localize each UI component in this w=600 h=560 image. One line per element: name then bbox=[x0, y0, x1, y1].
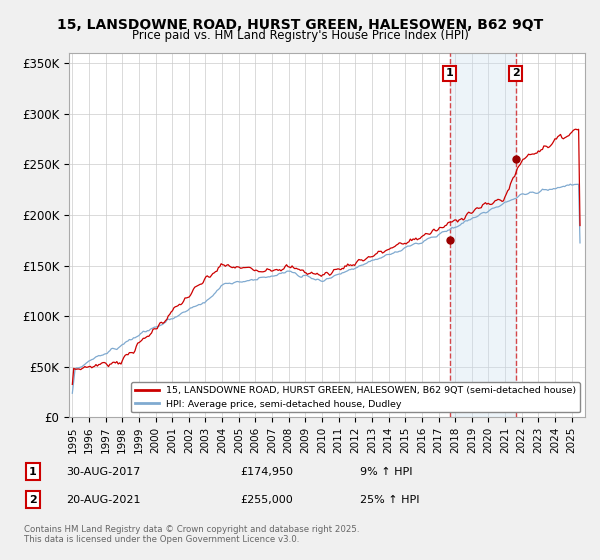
Text: 15, LANSDOWNE ROAD, HURST GREEN, HALESOWEN, B62 9QT: 15, LANSDOWNE ROAD, HURST GREEN, HALESOW… bbox=[57, 18, 543, 32]
Text: 2: 2 bbox=[29, 494, 37, 505]
Bar bbox=[449, 53, 515, 417]
Text: 1: 1 bbox=[29, 466, 37, 477]
Text: Price paid vs. HM Land Registry's House Price Index (HPI): Price paid vs. HM Land Registry's House … bbox=[131, 29, 469, 42]
Text: 20-AUG-2021: 20-AUG-2021 bbox=[66, 494, 140, 505]
Legend: 15, LANSDOWNE ROAD, HURST GREEN, HALESOWEN, B62 9QT (semi-detached house), HPI: : 15, LANSDOWNE ROAD, HURST GREEN, HALESOW… bbox=[131, 382, 580, 413]
Text: 2: 2 bbox=[512, 68, 520, 78]
Text: £255,000: £255,000 bbox=[240, 494, 293, 505]
Text: 25% ↑ HPI: 25% ↑ HPI bbox=[360, 494, 419, 505]
Text: 30-AUG-2017: 30-AUG-2017 bbox=[66, 466, 140, 477]
Text: Contains HM Land Registry data © Crown copyright and database right 2025.
This d: Contains HM Land Registry data © Crown c… bbox=[24, 525, 359, 544]
Text: 1: 1 bbox=[446, 68, 454, 78]
Text: £174,950: £174,950 bbox=[240, 466, 293, 477]
Text: 9% ↑ HPI: 9% ↑ HPI bbox=[360, 466, 413, 477]
